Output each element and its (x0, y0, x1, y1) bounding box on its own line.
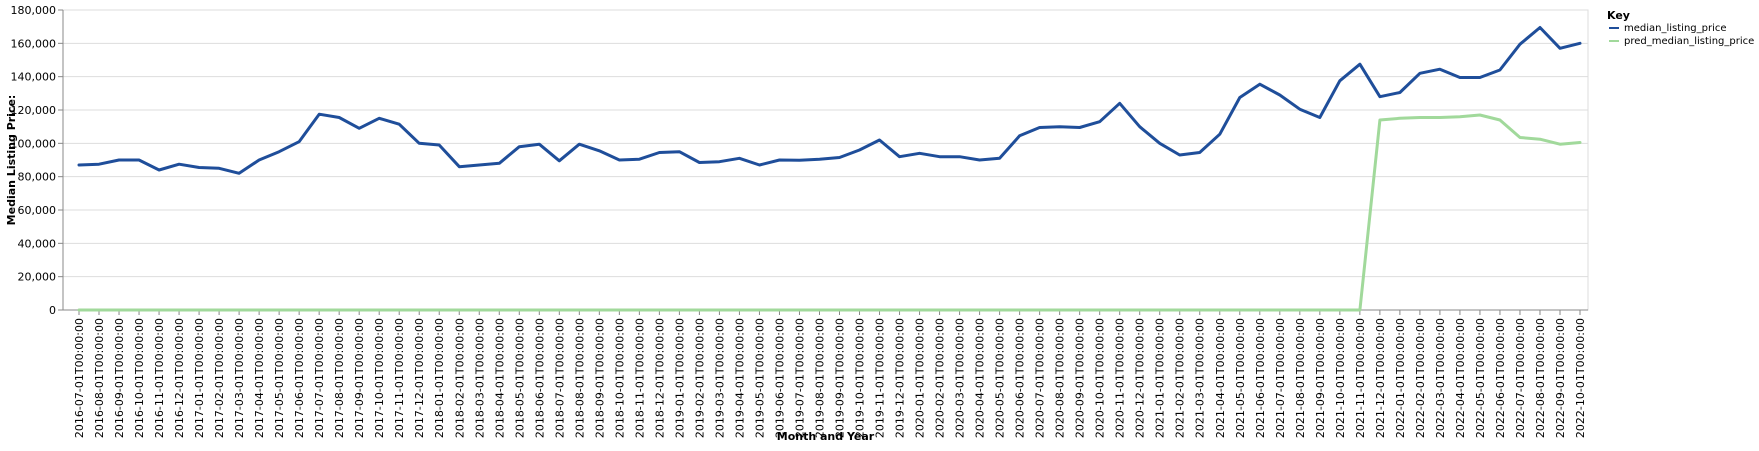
x-tick-label: 2019-03-01T00:00:00 (713, 318, 726, 438)
x-axis-title: Month and Year (777, 430, 875, 443)
x-tick-label: 2019-08-01T00:00:00 (813, 318, 826, 438)
x-tick-label: 2021-06-01T00:00:00 (1254, 318, 1267, 438)
x-tick-label: 2019-01-01T00:00:00 (673, 318, 686, 438)
x-tick-label: 2022-10-01T00:00:00 (1574, 318, 1587, 438)
x-tick-label: 2020-06-01T00:00:00 (1014, 318, 1027, 438)
x-tick-label: 2019-06-01T00:00:00 (773, 318, 786, 438)
x-tick-label: 2021-01-01T00:00:00 (1154, 318, 1167, 438)
x-tick-label: 2021-04-01T00:00:00 (1214, 318, 1227, 438)
series-line-median-listing-price (77, 26, 1582, 175)
legend: Key median_listing_price pred_median_lis… (1607, 9, 1754, 47)
y-tick-label: 120,000 (11, 104, 57, 117)
x-tick-label: 2018-05-01T00:00:00 (513, 318, 526, 438)
x-tick-label: 2017-10-01T00:00:00 (373, 318, 386, 438)
x-tick-label: 2018-03-01T00:00:00 (473, 318, 486, 438)
y-tick-label: 180,000 (11, 4, 57, 17)
x-tick-label: 2021-08-01T00:00:00 (1294, 318, 1307, 438)
x-tick-label: 2022-03-01T00:00:00 (1434, 318, 1447, 438)
x-tick-label: 2022-04-01T00:00:00 (1454, 318, 1467, 438)
x-tick-label: 2020-11-01T00:00:00 (1114, 318, 1127, 438)
x-tick-label: 2020-07-01T00:00:00 (1034, 318, 1047, 438)
x-tick-label: 2021-12-01T00:00:00 (1374, 318, 1387, 438)
x-tick-label: 2020-12-01T00:00:00 (1134, 318, 1147, 438)
x-tick-label: 2017-05-01T00:00:00 (273, 318, 286, 438)
x-tick-label: 2018-04-01T00:00:00 (493, 318, 506, 438)
x-tick-label: 2022-08-01T00:00:00 (1534, 318, 1547, 438)
x-tick-label: 2022-07-01T00:00:00 (1514, 318, 1527, 438)
x-tick-label: 2016-10-01T00:00:00 (133, 318, 146, 438)
legend-title: Key (1607, 9, 1630, 22)
y-axis-title: Median Listing Price: (5, 95, 18, 226)
x-tick-label: 2017-07-01T00:00:00 (313, 318, 326, 438)
x-tick-label: 2020-08-01T00:00:00 (1054, 318, 1067, 438)
y-tick-label: 40,000 (18, 237, 57, 250)
x-tick-label: 2022-05-01T00:00:00 (1474, 318, 1487, 438)
x-tick-label: 2021-02-01T00:00:00 (1174, 318, 1187, 438)
x-tick-label: 2018-06-01T00:00:00 (533, 318, 546, 438)
x-tick-label: 2018-09-01T00:00:00 (593, 318, 606, 438)
x-tick-label: 2021-05-01T00:00:00 (1234, 318, 1247, 438)
x-tick-label: 2019-05-01T00:00:00 (753, 318, 766, 438)
x-tick-label: 2019-11-01T00:00:00 (874, 318, 887, 438)
series-layer (77, 26, 1582, 312)
series-line-pred-median-listing-price (77, 113, 1582, 312)
legend-label-pred-median-listing-price: pred_median_listing_price (1624, 36, 1754, 47)
x-tick-label: 2020-03-01T00:00:00 (954, 318, 967, 438)
x-tick-label: 2020-05-01T00:00:00 (994, 318, 1007, 438)
x-tick-label: 2021-07-01T00:00:00 (1274, 318, 1287, 438)
x-tick-label: 2017-04-01T00:00:00 (253, 318, 266, 438)
y-tick-label: 80,000 (18, 171, 57, 184)
y-tick-label: 20,000 (18, 271, 57, 284)
x-tick-label: 2019-07-01T00:00:00 (793, 318, 806, 438)
x-tick-label: 2022-01-01T00:00:00 (1394, 318, 1407, 438)
legend-label-median-listing-price: median_listing_price (1624, 23, 1727, 34)
x-tick-label: 2022-02-01T00:00:00 (1414, 318, 1427, 438)
x-tick-label: 2019-04-01T00:00:00 (733, 318, 746, 438)
x-tick-label: 2019-10-01T00:00:00 (854, 318, 867, 438)
x-tick-label: 2019-02-01T00:00:00 (693, 318, 706, 438)
x-tick-label: 2018-10-01T00:00:00 (613, 318, 626, 438)
x-tick-label: 2022-06-01T00:00:00 (1494, 318, 1507, 438)
x-tick-label: 2017-11-01T00:00:00 (393, 318, 406, 438)
x-tick-label: 2017-02-01T00:00:00 (213, 318, 226, 438)
x-tick-label: 2017-03-01T00:00:00 (233, 318, 246, 438)
x-tick-label: 2020-09-01T00:00:00 (1074, 318, 1087, 438)
y-tick-label: 100,000 (11, 137, 57, 150)
x-tick-label: 2018-08-01T00:00:00 (573, 318, 586, 438)
x-tick-label: 2016-07-01T00:00:00 (73, 318, 86, 438)
x-tick-label: 2021-11-01T00:00:00 (1354, 318, 1367, 438)
x-tick-label: 2022-09-01T00:00:00 (1554, 318, 1567, 438)
x-tick-label: 2020-01-01T00:00:00 (914, 318, 927, 438)
x-tick-label: 2021-09-01T00:00:00 (1314, 318, 1327, 438)
x-tick-label: 2017-12-01T00:00:00 (413, 318, 426, 438)
x-tick-label: 2020-02-01T00:00:00 (934, 318, 947, 438)
x-tick-label: 2021-10-01T00:00:00 (1334, 318, 1347, 438)
x-tick-label: 2016-12-01T00:00:00 (173, 318, 186, 438)
x-tick-label: 2017-01-01T00:00:00 (193, 318, 206, 438)
y-tick-label: 140,000 (11, 71, 57, 84)
y-tick-label: 0 (49, 304, 56, 317)
x-tick-label: 2016-09-01T00:00:00 (113, 318, 126, 438)
x-tick-label: 2018-07-01T00:00:00 (553, 318, 566, 438)
x-tick-label: 2019-09-01T00:00:00 (834, 318, 847, 438)
x-tick-label: 2019-12-01T00:00:00 (894, 318, 907, 438)
x-tick-label: 2018-01-01T00:00:00 (433, 318, 446, 438)
x-tick-label: 2020-04-01T00:00:00 (974, 318, 987, 438)
x-tick-label: 2017-06-01T00:00:00 (293, 318, 306, 438)
x-tick-label: 2017-09-01T00:00:00 (353, 318, 366, 438)
x-tick-label: 2016-11-01T00:00:00 (153, 318, 166, 438)
x-tick-label: 2018-11-01T00:00:00 (633, 318, 646, 438)
axis-layer: 0 20,000 40,000 60,000 80,000 100,000 120,000 1… (11, 4, 1588, 438)
x-tick-label: 2018-12-01T00:00:00 (653, 318, 666, 438)
x-tick-label: 2018-02-01T00:00:00 (453, 318, 466, 438)
x-tick-label: 2021-03-01T00:00:00 (1194, 318, 1207, 438)
x-tick-label: 2016-08-01T00:00:00 (93, 318, 106, 438)
x-tick-label: 2020-10-01T00:00:00 (1094, 318, 1107, 438)
y-tick-label: 60,000 (18, 204, 57, 217)
y-tick-label: 160,000 (11, 37, 57, 50)
x-tick-label: 2017-08-01T00:00:00 (333, 318, 346, 438)
